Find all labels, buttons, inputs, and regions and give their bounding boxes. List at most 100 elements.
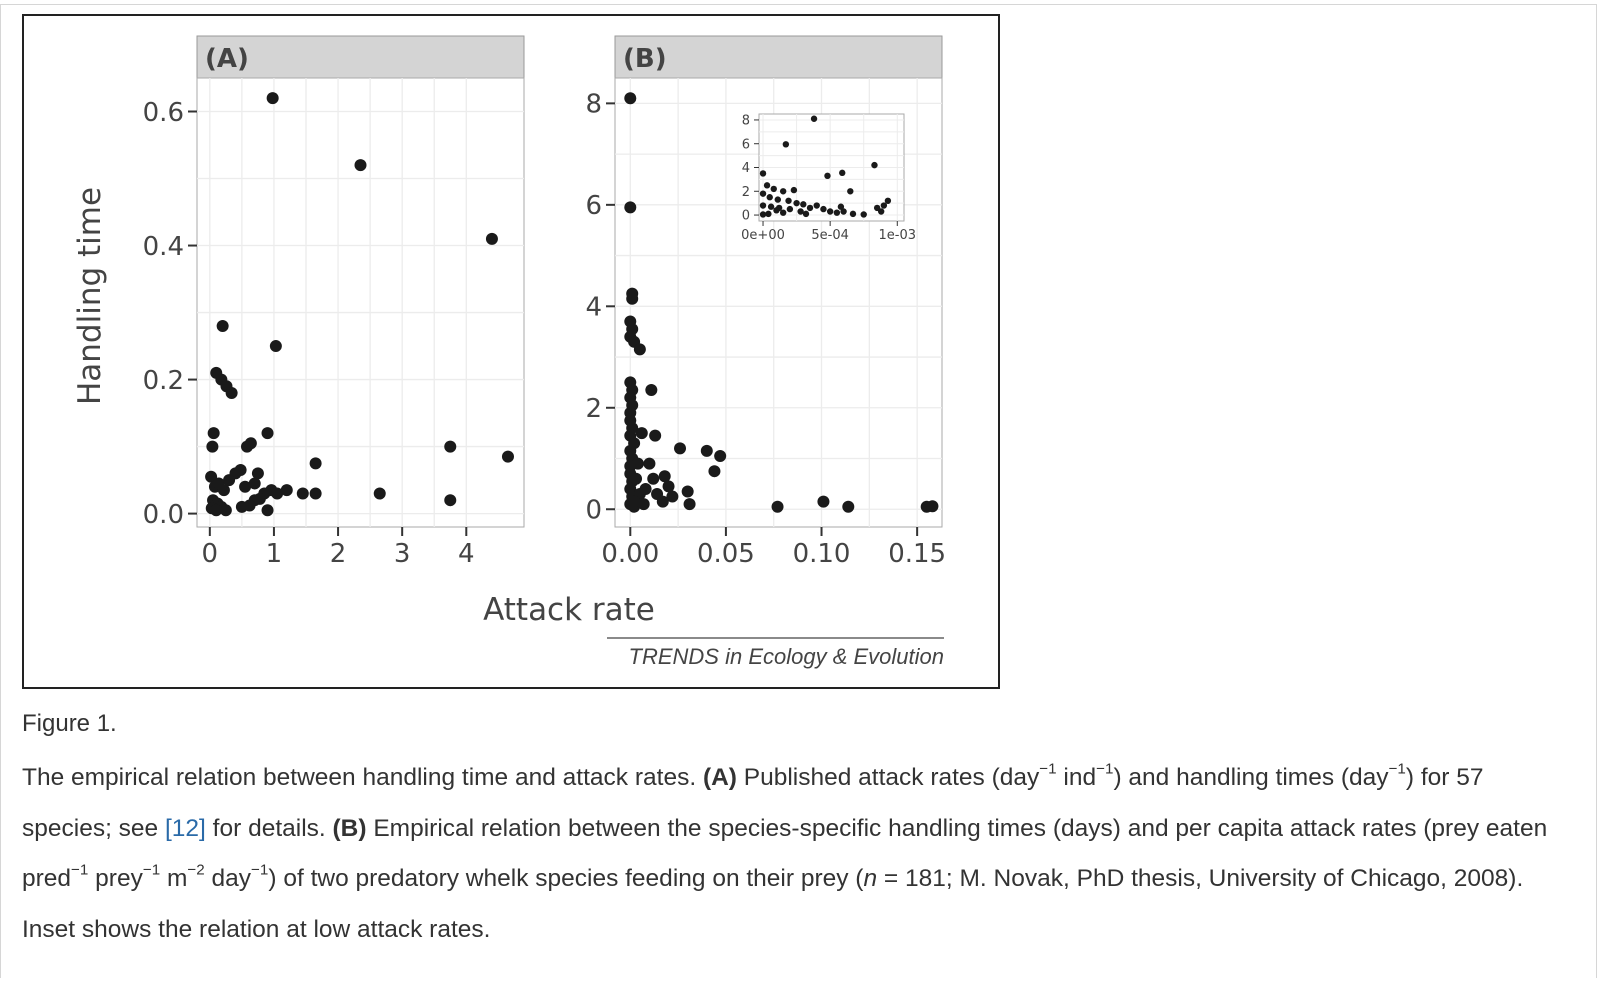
data-point bbox=[700, 444, 713, 457]
caption-intro: The empirical relation between handling … bbox=[22, 764, 703, 791]
panel-b-inset: 0e+00 5e-04 1e-03 0 2 4 6 8 bbox=[741, 113, 916, 243]
data-point bbox=[759, 202, 767, 209]
data-point bbox=[839, 169, 846, 177]
panel-title: (A) bbox=[205, 44, 249, 74]
source-credit: TRENDS in Ecology & Evolution bbox=[629, 644, 944, 669]
data-point bbox=[871, 161, 878, 169]
caption-superscript: −1 bbox=[1388, 760, 1406, 778]
x-tick-label: 4 bbox=[458, 539, 475, 569]
data-point bbox=[826, 208, 834, 215]
data-point bbox=[779, 209, 787, 216]
data-point bbox=[251, 467, 264, 480]
data-point bbox=[666, 490, 679, 503]
data-point bbox=[763, 182, 771, 189]
data-point bbox=[820, 205, 827, 213]
data-point bbox=[206, 440, 219, 453]
x-tick-label: 3 bbox=[394, 539, 411, 569]
x-tick-label: 2 bbox=[330, 539, 347, 569]
data-point bbox=[354, 159, 367, 172]
data-point bbox=[837, 203, 845, 210]
x-tick-label: 0.05 bbox=[697, 539, 755, 569]
data-point bbox=[779, 188, 787, 195]
x-tick-label: 5e-04 bbox=[811, 228, 849, 243]
data-point bbox=[225, 386, 238, 399]
y-tick-label: 0.2 bbox=[143, 366, 184, 396]
data-point bbox=[824, 172, 831, 180]
data-point bbox=[271, 487, 284, 500]
data-point bbox=[309, 457, 322, 470]
caption-panel-b-tag: (B) bbox=[332, 814, 367, 842]
caption-text: Published attack rates (day bbox=[736, 764, 1040, 791]
x-tick-label: 0.15 bbox=[888, 539, 946, 569]
data-point bbox=[674, 442, 687, 455]
caption-superscript: −1 bbox=[1039, 760, 1057, 778]
data-point bbox=[210, 504, 223, 517]
data-point bbox=[628, 495, 641, 508]
x-tick-label: 0.00 bbox=[601, 539, 659, 569]
panel-a: (A) 0 1 2 3 4 0.0 0.2 0.4 0.6 bbox=[143, 35, 525, 569]
data-point bbox=[261, 504, 274, 517]
data-point bbox=[630, 472, 643, 485]
data-point bbox=[216, 319, 229, 332]
data-point bbox=[633, 343, 646, 356]
y-tick-label: 0.6 bbox=[143, 98, 184, 128]
data-point bbox=[637, 498, 650, 511]
caption-superscript: −1 bbox=[251, 861, 269, 879]
caption-superscript: −1 bbox=[71, 861, 89, 879]
data-point bbox=[847, 188, 854, 195]
data-point bbox=[880, 202, 888, 209]
y-tick-label: 2 bbox=[585, 394, 602, 424]
x-tick-label: 0e+00 bbox=[741, 228, 785, 243]
data-point bbox=[785, 197, 792, 204]
data-point bbox=[767, 203, 775, 210]
data-point bbox=[800, 201, 807, 208]
y-tick-label: 0 bbox=[585, 496, 602, 526]
data-point bbox=[810, 115, 818, 122]
y-tick-label: 0.4 bbox=[143, 232, 184, 262]
data-point bbox=[239, 480, 252, 493]
data-point bbox=[635, 427, 648, 440]
data-point bbox=[765, 210, 772, 218]
data-point bbox=[656, 495, 669, 508]
data-point bbox=[217, 484, 230, 497]
caption-text: for details. bbox=[205, 814, 333, 842]
caption-text: = 181; M. Novak, PhD thesis, University … bbox=[22, 865, 1524, 943]
data-point bbox=[774, 196, 781, 203]
caption-text: ind bbox=[1056, 764, 1097, 791]
data-point bbox=[248, 477, 261, 490]
caption-text: prey bbox=[88, 865, 143, 892]
data-point bbox=[645, 384, 658, 397]
caption-text: day bbox=[204, 865, 252, 892]
data-point bbox=[631, 457, 644, 470]
data-point bbox=[840, 208, 847, 215]
data-point bbox=[806, 204, 814, 212]
y-tick-label: 4 bbox=[742, 161, 750, 176]
figure-image: (A) 0 1 2 3 4 0.0 0.2 0.4 0.6 (B) 0.00 0.05 0.10 0.15… bbox=[22, 14, 1000, 689]
data-point bbox=[833, 209, 841, 216]
data-point bbox=[658, 470, 671, 483]
data-point bbox=[501, 450, 514, 463]
data-point bbox=[842, 500, 855, 513]
data-point bbox=[643, 457, 656, 470]
data-point bbox=[243, 499, 256, 512]
data-point bbox=[444, 494, 457, 507]
data-point bbox=[759, 170, 767, 177]
data-point bbox=[683, 498, 696, 511]
reference-link[interactable]: [12] bbox=[165, 814, 206, 842]
data-point bbox=[296, 487, 309, 500]
caption-superscript: −2 bbox=[187, 861, 205, 879]
data-point bbox=[624, 92, 637, 105]
data-point bbox=[759, 190, 767, 197]
y-tick-label: 2 bbox=[742, 185, 750, 200]
caption-text: ) and handling times (day bbox=[1113, 764, 1389, 791]
data-point bbox=[790, 186, 798, 194]
data-point bbox=[770, 185, 777, 193]
data-point bbox=[802, 210, 810, 218]
data-point bbox=[234, 464, 247, 477]
data-point bbox=[626, 292, 639, 305]
caption-panel-a-tag: (A) bbox=[702, 764, 737, 791]
data-point bbox=[786, 205, 794, 213]
data-point bbox=[647, 472, 660, 485]
figure-caption: The empirical relation between handling … bbox=[22, 753, 1552, 955]
data-point bbox=[817, 495, 830, 508]
